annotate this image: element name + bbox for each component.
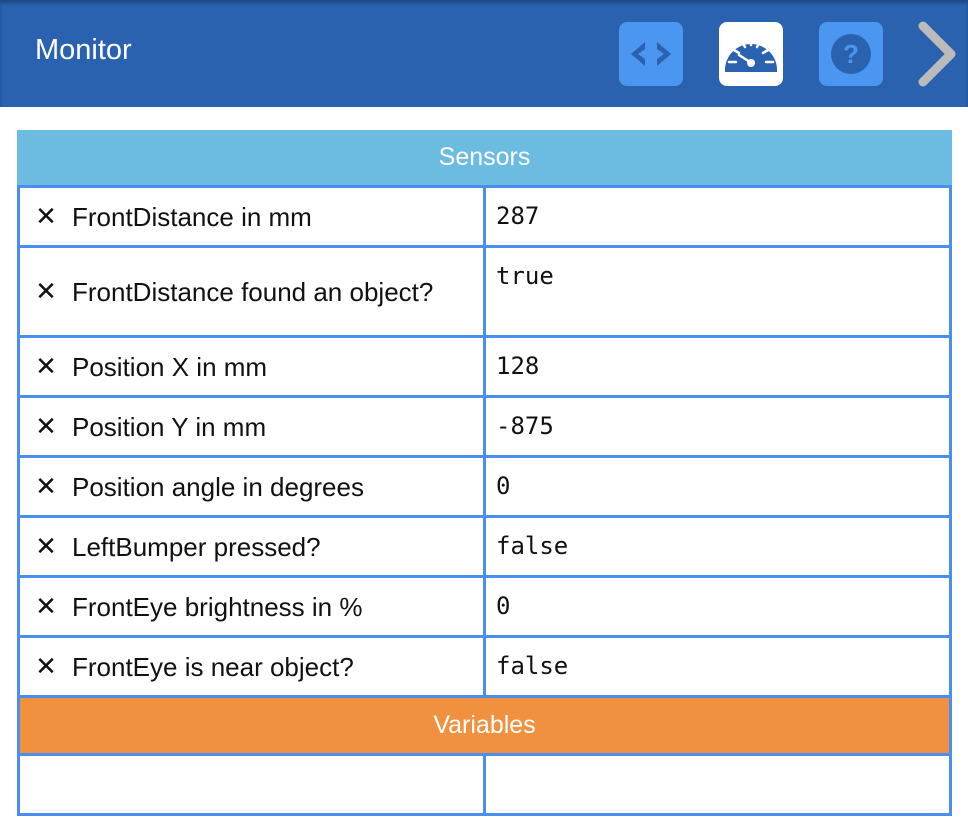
sensor-value: 128 [483, 335, 952, 398]
sensor-value: -875 [483, 395, 952, 458]
sensor-row: ✕ FrontDistance in mm 287 [17, 185, 952, 248]
gauge-icon [725, 37, 777, 72]
sensor-label: Position Y in mm [72, 411, 267, 442]
chevron-right-icon[interactable] [915, 20, 959, 88]
sensor-row: ✕ FrontEye is near object? false [17, 635, 952, 698]
remove-sensor-icon[interactable]: ✕ [35, 351, 57, 381]
variable-value [483, 753, 952, 816]
remove-sensor-icon[interactable]: ✕ [35, 471, 57, 501]
svg-text:?: ? [843, 39, 859, 69]
sensor-label: FrontDistance in mm [72, 201, 312, 232]
remove-sensor-icon[interactable]: ✕ [35, 651, 57, 681]
sensor-row: ✕ LeftBumper pressed? false [17, 515, 952, 578]
sensors-header: Sensors [17, 130, 952, 188]
help-icon: ? [831, 34, 871, 74]
monitor-table: Sensors ✕ FrontDistance in mm 287 ✕ FrontDis… [17, 130, 952, 816]
sensor-value: false [483, 635, 952, 698]
sensor-row: ✕ FrontEye brightness in % 0 [17, 575, 952, 638]
sensor-row: ✕ FrontDistance found an object? true [17, 245, 952, 338]
remove-sensor-icon[interactable]: ✕ [35, 531, 57, 561]
remove-sensor-icon[interactable]: ✕ [35, 276, 57, 306]
sensor-row: ✕ Position Y in mm -875 [17, 395, 952, 458]
sensor-value: false [483, 515, 952, 578]
remove-sensor-icon[interactable]: ✕ [35, 201, 57, 231]
code-icon [631, 42, 671, 66]
sensor-label: FrontEye is near object? [72, 651, 354, 682]
variable-name [17, 753, 486, 816]
remove-sensor-icon[interactable]: ✕ [35, 591, 57, 621]
sensor-label: LeftBumper pressed? [72, 531, 321, 562]
sensor-row: ✕ Position angle in degrees 0 [17, 455, 952, 518]
code-view-button[interactable] [619, 22, 683, 86]
variables-header: Variables [17, 696, 952, 756]
monitor-button[interactable] [719, 22, 783, 86]
sensor-value: true [483, 245, 952, 338]
sensor-label: FrontDistance found an object? [72, 276, 434, 307]
sensor-label: FrontEye brightness in % [72, 591, 363, 622]
sensor-value: 287 [483, 185, 952, 248]
remove-sensor-icon[interactable]: ✕ [35, 411, 57, 441]
help-button[interactable]: ? [819, 22, 883, 86]
sensor-row: ✕ Position X in mm 128 [17, 335, 952, 398]
page-title: Monitor [35, 34, 132, 66]
sensor-label: Position X in mm [72, 351, 268, 382]
sensor-value: 0 [483, 575, 952, 638]
top-bar: Monitor ? [0, 0, 968, 107]
variable-row [17, 753, 952, 816]
sensor-value: 0 [483, 455, 952, 518]
sensor-label: Position angle in degrees [72, 471, 364, 502]
